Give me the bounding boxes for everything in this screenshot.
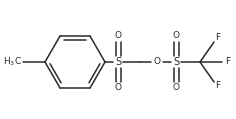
Text: O: O (114, 84, 122, 92)
Text: O: O (114, 32, 122, 40)
Text: H$_3$C: H$_3$C (3, 56, 22, 68)
Text: F: F (225, 57, 231, 67)
Text: O: O (173, 32, 180, 40)
Text: F: F (215, 82, 221, 91)
Text: O: O (153, 57, 160, 67)
Text: O: O (173, 84, 180, 92)
Text: F: F (215, 34, 221, 42)
Text: S: S (173, 57, 179, 67)
Text: S: S (115, 57, 121, 67)
